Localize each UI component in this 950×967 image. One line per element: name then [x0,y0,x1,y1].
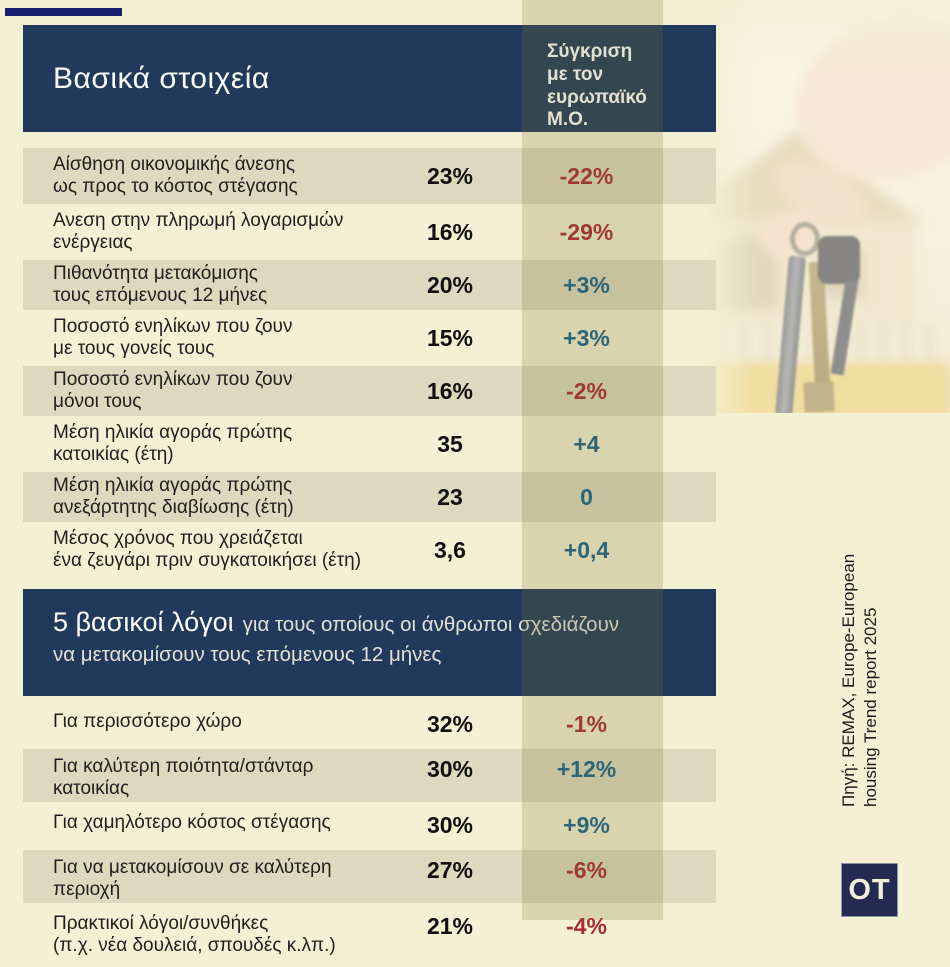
reasons-table: Για περισσότερο χώρο 32% -1% Για καλύτερ… [23,704,716,964]
table-row: Αίσθηση οικονομικής άνεσης ως προς το κόσ… [23,148,716,204]
row-value: 27% [426,857,474,883]
infographic-body: Βασικά στοιχεία Σύγκριση με τον ευρωπαϊκ… [23,25,716,967]
row-label: Ανεση στην πληρωμή λογαρισμών ενέργειας [53,209,344,253]
table-row: Πιθανότητα μετακόμισης τους επόμενους 12 … [23,260,716,310]
row-value: 20% [426,271,474,298]
table-row: Μέση ηλικία αγοράς πρώτης ανεξάρτητης δια… [23,472,716,522]
ot-logo: OT [841,863,898,917]
row-comparison: 0 [580,483,593,510]
row-value: 16% [426,377,474,404]
row-value: 21% [426,913,474,939]
row-comparison: -22% [559,162,614,189]
row-label: Μέση ηλικία αγοράς πρώτης κατοικίας (έτη) [53,421,293,465]
row-value: 15% [426,324,474,351]
row-label: Για καλύτερη ποιότητα/στάνταρ κατοικίας [53,756,314,800]
table-row: Ποσοστό ενηλίκων που ζουν με τους γονείς … [23,313,716,363]
row-comparison: -2% [566,377,607,404]
row-value: 30% [426,812,474,838]
key-stats-header: Βασικά στοιχεία Σύγκριση με τον ευρωπαϊκ… [23,25,716,132]
row-comparison: +12% [556,756,617,782]
hand-keys-photo [702,0,950,413]
row-label: Ποσοστό ενηλίκων που ζουν μόνοι τους [53,368,293,412]
comparison-column-header: Σύγκριση με τον ευρωπαϊκό Μ.Ο. [547,41,647,131]
row-label: Για περισσότερο χώρο [53,711,242,732]
table-row: Για καλύτερη ποιότητα/στάνταρ κατοικίας 3… [23,749,716,802]
row-comparison: -1% [566,711,607,737]
table-row: Μέση ηλικία αγοράς πρώτης κατοικίας (έτη)… [23,419,716,469]
row-value: 35 [437,430,463,457]
row-comparison: +0,4 [563,536,610,563]
row-comparison: -4% [566,913,607,939]
table-row: Για χαμηλότερο κόστος στέγασης 30% +9% [23,805,716,847]
table-row: Για περισσότερο χώρο 32% -1% [23,704,716,746]
table-row: Μέσος χρόνος που χρειάζεται ένα ζευγάρι π… [23,525,716,575]
row-comparison: +3% [563,324,610,351]
row-label: Αίσθηση οικονομικής άνεσης ως προς το κόσ… [53,153,298,197]
key-stats-title: Βασικά στοιχεία [53,61,270,95]
row-comparison: +4 [573,430,600,457]
reasons-title-strong: 5 βασικοί λόγοι [53,607,234,637]
table-row: Για να μετακομίσουν σε καλύτερη περιοχή 2… [23,850,716,903]
row-value: 3,6 [434,536,466,563]
row-label: Μέση ηλικία αγοράς πρώτης ανεξάρτητης δια… [53,474,294,518]
row-label: Ποσοστό ενηλίκων που ζουν με τους γονείς … [53,315,293,359]
table-row: Ανεση στην πληρωμή λογαρισμών ενέργειας 1… [23,207,716,257]
table-row: Πρακτικοί λόγοι/συνθήκες (π.χ. νέα δουλει… [23,906,716,964]
row-label: Πιθανότητα μετακόμισης τους επόμενους 12 … [53,262,268,306]
table-row: Ποσοστό ενηλίκων που ζουν μόνοι τους 16% … [23,366,716,416]
photo-fade [702,0,950,413]
row-value: 23% [426,162,474,189]
row-comparison: -29% [559,218,614,245]
key-stats-table: Αίσθηση οικονομικής άνεσης ως προς το κόσ… [23,148,716,575]
row-comparison: +9% [563,812,610,838]
row-value: 32% [426,711,474,737]
row-comparison: +3% [563,271,610,298]
row-comparison: -6% [566,857,607,883]
row-label: Πρακτικοί λόγοι/συνθήκες (π.χ. νέα δουλει… [53,913,336,957]
row-label: Για να μετακομίσουν σε καλύτερη περιοχή [53,857,332,901]
reasons-title-rest: για τους οποίους οι άνθρωποι σχεδιάζουν … [53,613,620,666]
row-label: Για χαμηλότερο κόστος στέγασης [53,812,331,833]
row-value: 30% [426,756,474,782]
source-credit: Πηγή: REMAX, Europe-European housing Tre… [839,553,881,807]
row-value: 16% [426,218,474,245]
top-accent-bar [5,8,122,16]
row-value: 23 [437,483,463,510]
row-label: Μέσος χρόνος που χρειάζεται ένα ζευγάρι π… [53,527,362,571]
reasons-header: 5 βασικοί λόγοι για τους οποίους οι άνθρω… [23,589,716,696]
